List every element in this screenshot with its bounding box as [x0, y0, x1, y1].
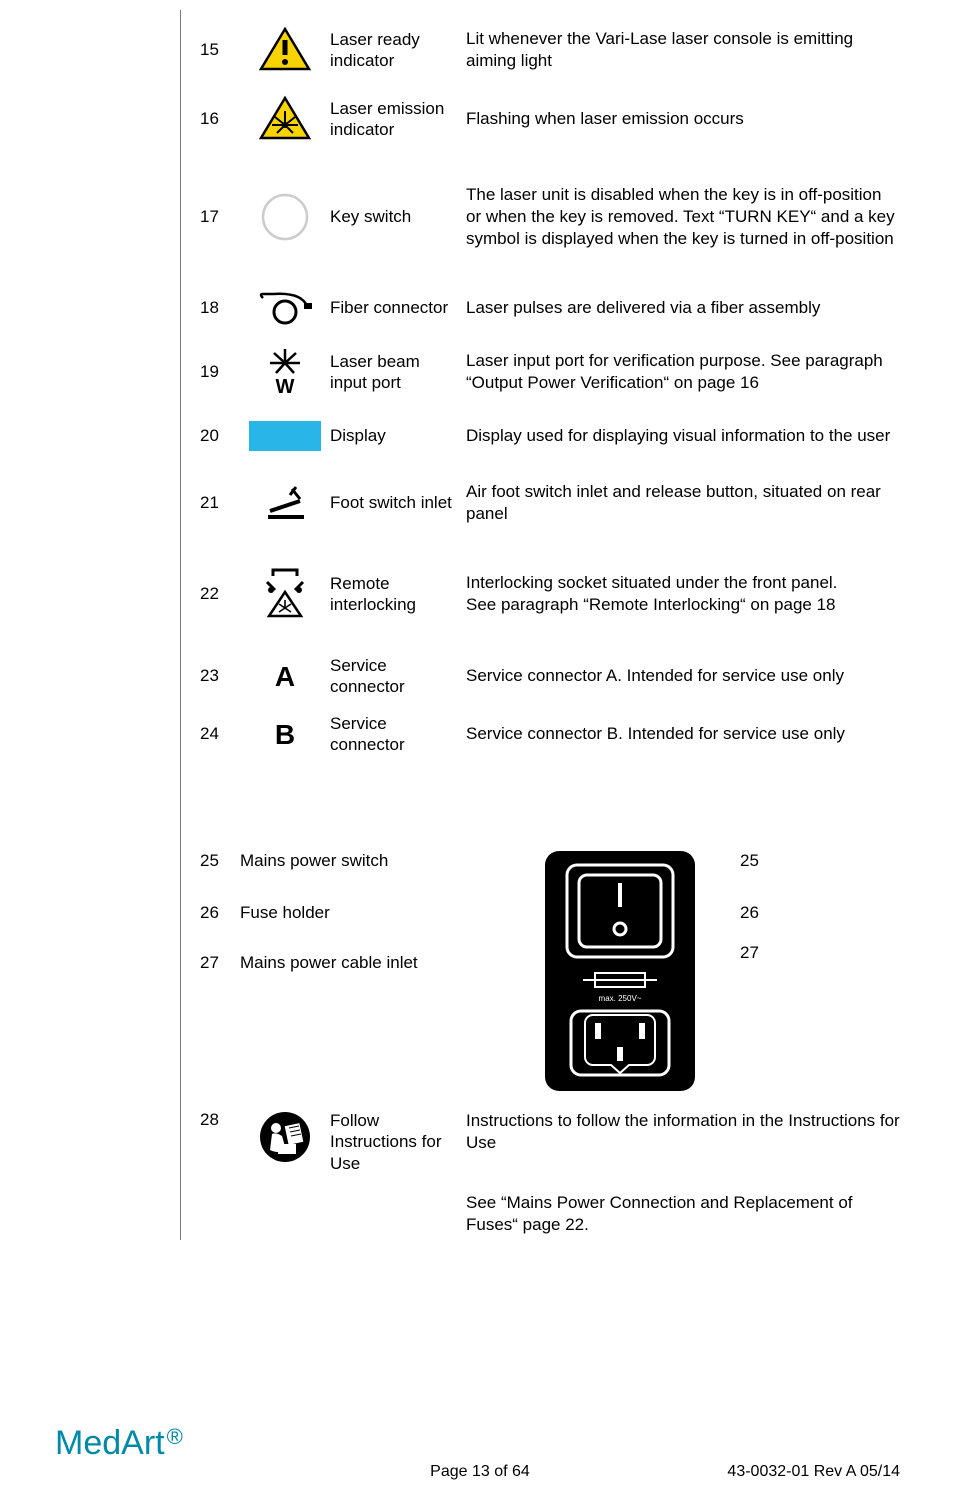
table-row: 24 B Service connector Service connector…: [200, 708, 900, 760]
letter-b-icon: B: [240, 714, 330, 754]
ifu-icon: [240, 1110, 330, 1164]
company-logo: MedArt ®: [55, 1424, 183, 1463]
row-num: 22: [200, 584, 240, 604]
row-num: 18: [200, 298, 240, 318]
symbols-table-top: 15 Laser ready indicator Lit whenever th…: [200, 20, 900, 766]
row-desc: Flashing when laser emission occurs: [466, 108, 900, 130]
doc-revision: 43-0032-01 Rev A 05/14: [727, 1463, 900, 1481]
display-icon: [240, 421, 330, 451]
table-row: 21 Foot switch inlet Air foot switch inl…: [200, 468, 900, 538]
row-desc: The laser unit is disabled when the key …: [466, 184, 900, 250]
row-num: 21: [200, 493, 240, 513]
row-label: Follow Instructions for Use: [330, 1110, 466, 1174]
warn-triangle-icon: [240, 26, 330, 74]
laser-warn-icon: [240, 95, 330, 143]
row-desc: Instructions to follow the information i…: [466, 1110, 900, 1154]
row-num: 15: [200, 40, 240, 60]
right-26: 26: [740, 903, 800, 923]
row-label: Laser ready indicator: [330, 29, 466, 72]
interlock-icon: [240, 568, 330, 620]
svg-text:max. 250V~: max. 250V~: [599, 994, 642, 1003]
label-26: Fuse holder: [240, 902, 500, 924]
registered-mark: ®: [167, 1424, 183, 1450]
table-row: 18 Fiber connector Laser pulses are deli…: [200, 282, 900, 334]
row-num: 17: [200, 207, 240, 227]
row-num: 24: [200, 724, 240, 744]
mains-table: 25 Mains power switch max. 250V~: [200, 850, 900, 1002]
circle-outline-icon: [240, 190, 330, 244]
svg-text:W: W: [276, 376, 295, 397]
table-row: 23 A Service connector Service connector…: [200, 650, 900, 702]
svg-text:B: B: [275, 719, 295, 750]
row-desc: Laser input port for verification purpos…: [466, 350, 900, 394]
input-port-icon: W: [240, 347, 330, 397]
letter-a-icon: A: [240, 656, 330, 696]
row-desc: Interlocking socket situated under the f…: [466, 572, 900, 616]
row-num: 19: [200, 362, 240, 382]
svg-text:A: A: [275, 661, 295, 692]
row-label: Laser beam input port: [330, 351, 466, 394]
table-row: 22 Remote interlocking Interlocking sock…: [200, 544, 900, 644]
row-desc: Service connector B. Intended for servic…: [466, 723, 900, 745]
table-row: 16 Laser emission indicator Flashing whe…: [200, 86, 900, 152]
row-label: Service connector: [330, 713, 466, 756]
row-num: 28: [200, 1110, 240, 1130]
row-25: 25 Mains power switch max. 250V~: [200, 850, 900, 872]
company-name: MedArt: [55, 1424, 165, 1463]
label-25: Mains power switch: [240, 850, 500, 872]
row-label: Laser emission indicator: [330, 98, 466, 141]
table-row: 28 Follow Instructions for Use Instructi…: [200, 1110, 900, 1174]
table-row: See “Mains Power Connection and Replacem…: [200, 1192, 900, 1236]
row-num: 20: [200, 426, 240, 446]
right-25: 25: [740, 851, 800, 871]
foot-icon: [240, 483, 330, 523]
fiber-icon: [240, 288, 330, 328]
row-label: Foot switch inlet: [330, 492, 466, 513]
row-label: Service connector: [330, 655, 466, 698]
num-27: 27: [200, 953, 240, 973]
symbols-table-bottom: 28 Follow Instructions for Use Instructi…: [200, 1110, 900, 1254]
right-27: 27: [740, 943, 800, 963]
row-desc: Service connector A. Intended for servic…: [466, 665, 900, 687]
num-26: 26: [200, 903, 240, 923]
row-desc: Lit whenever the Vari-Lase laser console…: [466, 28, 900, 72]
row-desc: See “Mains Power Connection and Replacem…: [466, 1192, 900, 1236]
row-num: 16: [200, 109, 240, 129]
table-row: 17 Key switch The laser unit is disabled…: [200, 158, 900, 276]
table-row: 15 Laser ready indicator Lit whenever th…: [200, 20, 900, 80]
row-label: Remote interlocking: [330, 573, 466, 616]
row-label: Display: [330, 425, 466, 446]
row-label: Fiber connector: [330, 297, 466, 318]
table-row: 20 Display Display used for displaying v…: [200, 410, 900, 462]
row-label: Key switch: [330, 206, 466, 227]
table-row: 19 W Laser beam input port Laser input p…: [200, 340, 900, 404]
row-desc: Laser pulses are delivered via a fiber a…: [466, 297, 900, 319]
row-desc: Air foot switch inlet and release button…: [466, 481, 900, 525]
vertical-divider: [180, 10, 181, 1240]
row-desc: Display used for displaying visual infor…: [466, 425, 900, 447]
num-25: 25: [200, 851, 240, 871]
row-num: 23: [200, 666, 240, 686]
label-27: Mains power cable inlet: [240, 952, 500, 974]
